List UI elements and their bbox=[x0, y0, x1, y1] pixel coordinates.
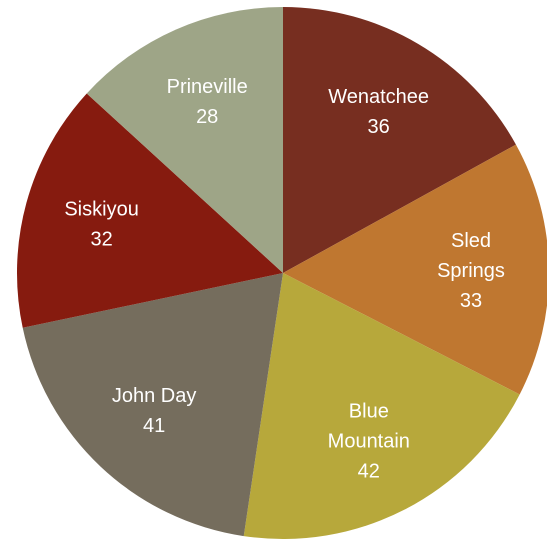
slice-value: 28 bbox=[196, 106, 218, 128]
pie-slice-john-day bbox=[22, 273, 283, 537]
slice-category: Prineville bbox=[167, 76, 248, 98]
slice-label-wenatchee: Wenatchee 36 bbox=[328, 86, 429, 138]
pie-slice-wenatchee bbox=[283, 7, 516, 273]
pie-slice-prineville bbox=[86, 7, 284, 273]
slice-category: Blue bbox=[349, 400, 389, 422]
pie-slice-sled-springs bbox=[283, 144, 547, 395]
pie-slices bbox=[16, 7, 547, 539]
slice-value: 41 bbox=[143, 415, 165, 437]
pie-slice-siskiyou bbox=[16, 93, 283, 328]
slice-category: Wenatchee bbox=[328, 86, 429, 108]
slice-value: 42 bbox=[358, 460, 380, 482]
pie-labels: Wenatchee 36 Sled Springs 33 Blue Mountain 42 Jo… bbox=[64, 76, 505, 482]
slice-category: John Day bbox=[112, 385, 197, 407]
slice-category: Mountain bbox=[328, 430, 410, 452]
slice-label-john-day: John Day 41 bbox=[112, 385, 197, 437]
slice-label-blue-mountain: Blue Mountain 42 bbox=[328, 400, 410, 482]
slice-value: 33 bbox=[460, 290, 482, 312]
slice-category: Sled bbox=[451, 230, 491, 252]
slice-category: Siskiyou bbox=[64, 198, 138, 220]
pie-slice-blue-mountain bbox=[243, 273, 520, 539]
slice-label-siskiyou: Siskiyou 32 bbox=[64, 198, 138, 250]
slice-value: 36 bbox=[367, 116, 389, 138]
slice-category: Springs bbox=[437, 260, 505, 282]
slice-label-sled-springs: Sled Springs 33 bbox=[437, 230, 505, 312]
slice-value: 32 bbox=[90, 228, 112, 250]
slice-label-prineville: Prineville 28 bbox=[167, 76, 248, 128]
